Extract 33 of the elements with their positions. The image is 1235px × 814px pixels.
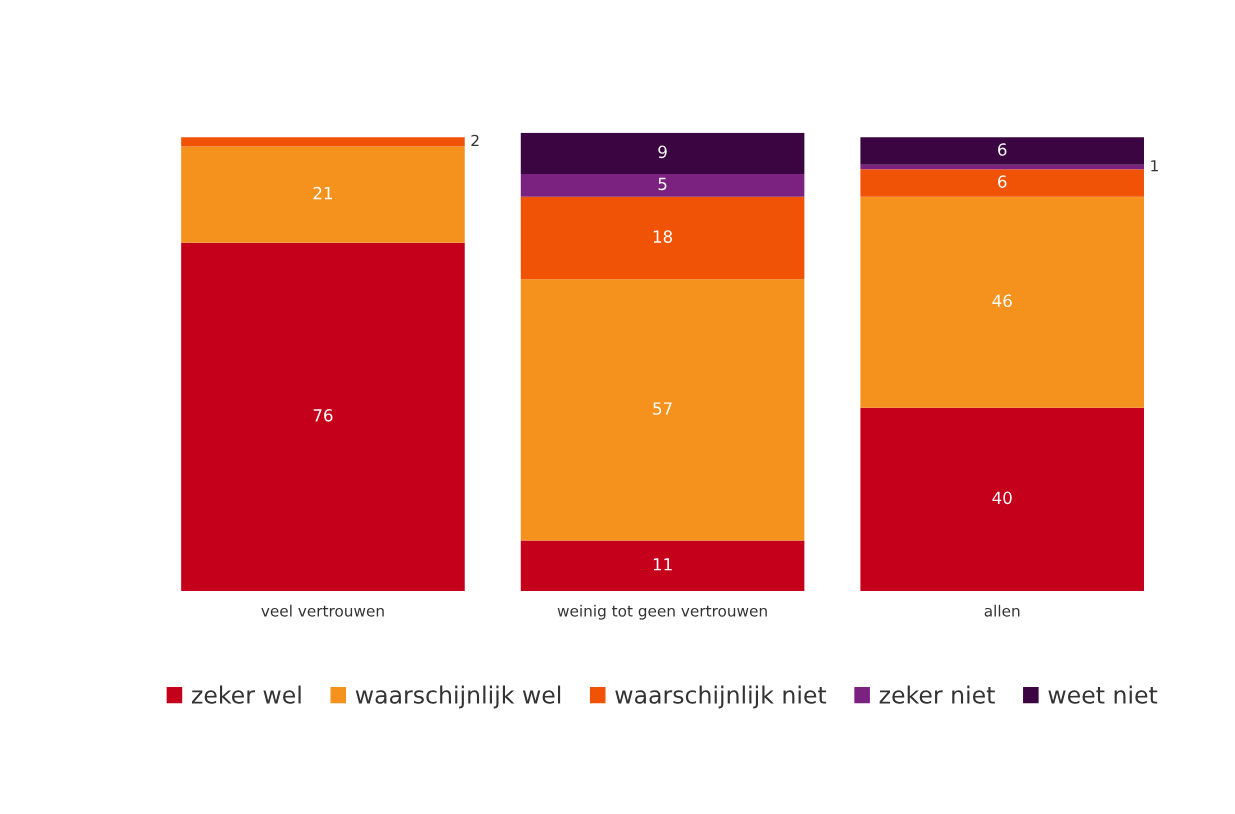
x-tick-label: veel vertrouwen — [261, 604, 384, 617]
bar — [860, 407, 1144, 591]
bar — [181, 146, 465, 243]
data-label: 11 — [653, 558, 672, 571]
bar — [181, 137, 465, 147]
data-label: 18 — [653, 230, 673, 243]
legend-label: zeker niet — [879, 685, 995, 704]
bar — [520, 173, 805, 197]
data-label: 5 — [658, 177, 667, 191]
bar — [520, 132, 805, 174]
data-label: 40 — [992, 491, 1012, 505]
legend-label: zeker wel — [191, 685, 301, 704]
bar — [520, 279, 805, 541]
x-tick-label: allen — [984, 604, 1020, 617]
data-label: 21 — [313, 186, 333, 200]
bar — [181, 242, 465, 591]
data-label: 6 — [998, 143, 1007, 156]
bar — [520, 196, 805, 280]
bar — [860, 196, 1144, 408]
x-tick-label: weinig tot geen vertrouwen — [557, 604, 767, 620]
legend-label: waarschijnlijk wel — [355, 685, 561, 709]
legend-label: weet niet — [1048, 685, 1158, 704]
data-label: 9 — [658, 145, 667, 159]
data-label: 57 — [653, 402, 672, 415]
data-label: 76 — [313, 409, 333, 422]
bar — [520, 540, 805, 591]
legend-label: waarschijnlijk niet — [615, 685, 827, 709]
bar — [860, 169, 1144, 197]
bar — [860, 137, 1144, 165]
data-label: 1 — [1151, 160, 1158, 172]
data-label: 2 — [471, 134, 479, 147]
data-label: 6 — [998, 175, 1007, 188]
data-label: 46 — [992, 294, 1012, 308]
